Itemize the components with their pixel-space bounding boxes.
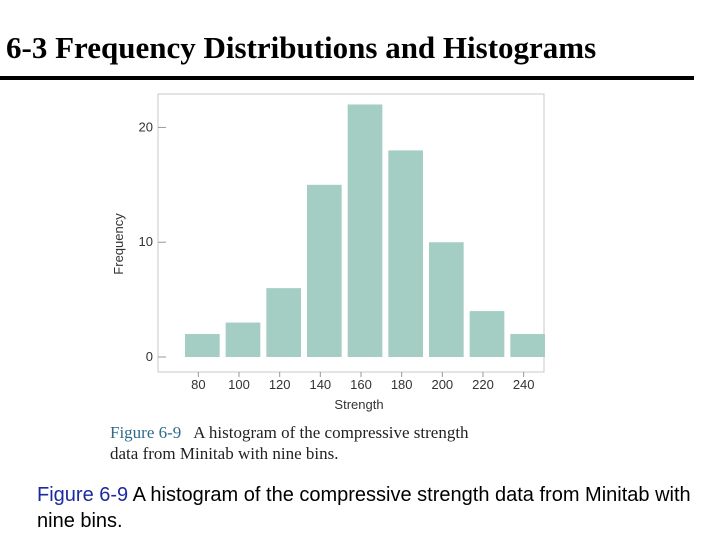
y-tick-label: 20 — [139, 119, 153, 134]
figure-caption: Figure 6-9 A histogram of the compressiv… — [37, 482, 697, 534]
x-tick-label: 140 — [309, 377, 331, 392]
x-tick-label: 220 — [472, 377, 494, 392]
figure-label: Figure 6-9 — [37, 484, 129, 506]
image-caption-line-1: A histogram of the compressive strength — [193, 423, 469, 442]
histogram-bar — [225, 322, 261, 357]
title-divider — [0, 76, 694, 80]
x-tick-label: 80 — [191, 377, 205, 392]
x-tick-label: 100 — [228, 377, 250, 392]
x-tick-label: 120 — [269, 377, 291, 392]
histogram-bar — [469, 311, 505, 357]
y-axis: 0 10 20 — [139, 119, 166, 364]
x-tick-label: 160 — [350, 377, 372, 392]
histogram-bar — [429, 242, 464, 357]
image-caption-line-2: data from Minitab with nine bins. — [110, 444, 339, 463]
x-axis-label: Strength — [334, 397, 383, 412]
histogram-bar — [510, 334, 545, 357]
x-tick-label: 180 — [391, 377, 413, 392]
x-tick-label: 240 — [513, 377, 535, 392]
slide-title: 6-3 Frequency Distributions and Histogra… — [6, 30, 597, 65]
y-tick-label: 0 — [146, 349, 153, 364]
chart-frame — [157, 93, 545, 373]
figure-caption-text: A histogram of the compressive strength … — [37, 484, 691, 532]
histogram-bar — [185, 334, 220, 357]
y-tick-label: 10 — [139, 234, 153, 249]
image-figure-label: Figure 6-9 — [110, 423, 182, 442]
x-tick-label: 200 — [431, 377, 453, 392]
histogram-bar — [266, 288, 301, 357]
y-axis-label: Frequency — [111, 213, 126, 275]
histogram-bar — [307, 184, 342, 357]
histogram-bar — [347, 104, 383, 357]
x-axis: 80 100 120 140 160 180 200 220 240 — [191, 372, 535, 392]
histogram-bar — [388, 150, 423, 357]
image-figure-caption: Figure 6-9 A histogram of the compressive… — [110, 422, 469, 464]
histogram-bars — [185, 104, 545, 357]
